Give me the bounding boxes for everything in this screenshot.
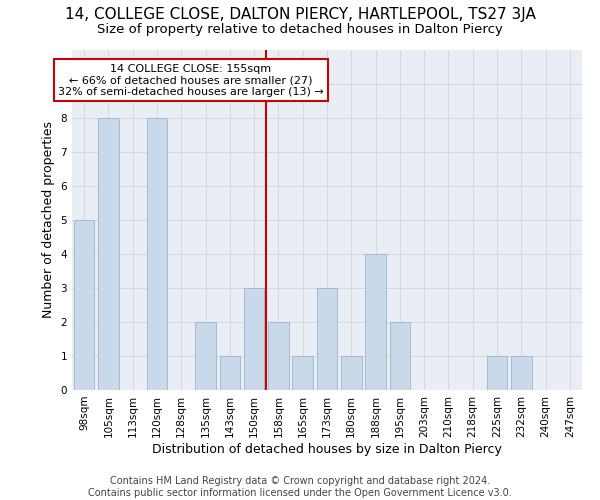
Bar [341, 356, 362, 390]
Bar [74, 220, 94, 390]
Bar [389, 322, 410, 390]
Text: 14 COLLEGE CLOSE: 155sqm
← 66% of detached houses are smaller (27)
32% of semi-d: 14 COLLEGE CLOSE: 155sqm ← 66% of detach… [58, 64, 324, 97]
Bar [244, 288, 265, 390]
Bar [365, 254, 386, 390]
Bar [487, 356, 508, 390]
Text: Size of property relative to detached houses in Dalton Piercy: Size of property relative to detached ho… [97, 22, 503, 36]
Bar [268, 322, 289, 390]
Y-axis label: Number of detached properties: Number of detached properties [42, 122, 55, 318]
Bar [220, 356, 240, 390]
Bar [511, 356, 532, 390]
Bar [292, 356, 313, 390]
Bar [195, 322, 216, 390]
Bar [317, 288, 337, 390]
Text: 14, COLLEGE CLOSE, DALTON PIERCY, HARTLEPOOL, TS27 3JA: 14, COLLEGE CLOSE, DALTON PIERCY, HARTLE… [65, 8, 535, 22]
Bar [146, 118, 167, 390]
Bar [98, 118, 119, 390]
X-axis label: Distribution of detached houses by size in Dalton Piercy: Distribution of detached houses by size … [152, 442, 502, 456]
Text: Contains HM Land Registry data © Crown copyright and database right 2024.
Contai: Contains HM Land Registry data © Crown c… [88, 476, 512, 498]
